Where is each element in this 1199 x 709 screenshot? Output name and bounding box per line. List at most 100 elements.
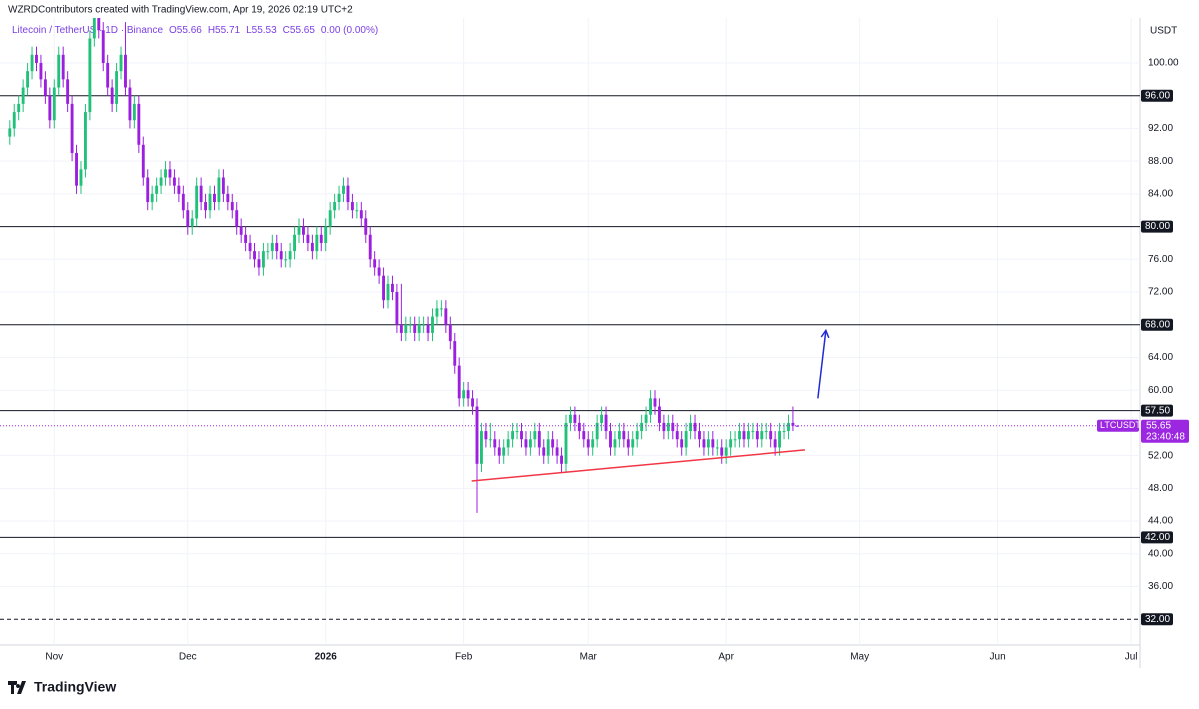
candle-body bbox=[293, 234, 297, 252]
candle-body bbox=[511, 431, 515, 440]
candle-body bbox=[164, 169, 167, 178]
candle-body bbox=[782, 431, 786, 433]
candle-body bbox=[604, 414, 608, 432]
candle-body bbox=[221, 177, 225, 194]
grid bbox=[0, 18, 1140, 645]
candle-body bbox=[675, 431, 679, 440]
y-tick-label: 48.00 bbox=[1148, 483, 1173, 494]
candle-body bbox=[208, 193, 212, 211]
candle-body bbox=[88, 38, 92, 113]
symbol-tag-bg bbox=[1097, 419, 1139, 432]
candle-body bbox=[261, 251, 265, 268]
level-label-bg bbox=[1141, 404, 1173, 417]
candle-body bbox=[306, 234, 310, 243]
candle-body bbox=[359, 210, 363, 219]
candle-body bbox=[137, 103, 141, 145]
candle-body bbox=[671, 422, 675, 432]
candle-body bbox=[586, 439, 590, 448]
y-tick-label: 88.00 bbox=[1148, 156, 1173, 167]
candle-body bbox=[791, 422, 795, 426]
candle-body bbox=[431, 316, 434, 333]
candle-body bbox=[253, 251, 256, 260]
candle-body bbox=[195, 185, 199, 219]
candle-body bbox=[568, 414, 572, 423]
candle-body bbox=[684, 431, 688, 448]
candle-body bbox=[680, 439, 684, 448]
candle-body bbox=[373, 259, 377, 268]
legend-item: O55.66 bbox=[169, 25, 202, 36]
candle-body bbox=[693, 422, 697, 432]
candle-body bbox=[368, 234, 372, 260]
candle-body bbox=[217, 177, 221, 203]
candle-body bbox=[124, 54, 127, 88]
candle-body bbox=[172, 177, 176, 186]
candle-body bbox=[355, 210, 359, 212]
level-label: 42.00 bbox=[1145, 532, 1170, 543]
candle-body bbox=[453, 341, 457, 366]
candle-body bbox=[493, 439, 497, 448]
candle-body bbox=[613, 439, 617, 448]
candle-body bbox=[417, 324, 421, 333]
candle-body bbox=[177, 185, 181, 194]
candle-body bbox=[75, 152, 78, 186]
candle-body bbox=[386, 283, 390, 301]
candle-body bbox=[391, 283, 394, 293]
y-tick-label: 60.00 bbox=[1148, 385, 1173, 396]
candle-body bbox=[564, 422, 568, 464]
level-label-bg bbox=[1141, 613, 1173, 626]
candle-body bbox=[266, 251, 270, 253]
candle-body bbox=[48, 95, 52, 121]
legend-item: 0.00 (0.00%) bbox=[321, 25, 378, 36]
candle-body bbox=[230, 202, 234, 211]
candle-body bbox=[471, 398, 474, 407]
y-tick-label: 72.00 bbox=[1148, 287, 1173, 298]
candle-body bbox=[462, 390, 466, 399]
candle-body bbox=[213, 193, 216, 203]
candle-body bbox=[666, 422, 670, 432]
x-tick-label: 2026 bbox=[315, 652, 338, 663]
level-label-bg bbox=[1141, 89, 1173, 102]
candle-body bbox=[199, 185, 203, 203]
candle-body bbox=[155, 185, 159, 194]
level-label-bg bbox=[1141, 318, 1173, 331]
candle-body bbox=[79, 169, 83, 186]
candle-body bbox=[600, 414, 604, 423]
candle-body bbox=[706, 439, 710, 448]
candle-body bbox=[702, 439, 706, 448]
candle-body bbox=[186, 210, 190, 227]
candle-body bbox=[560, 455, 563, 464]
candle-body bbox=[12, 112, 16, 129]
candle-body bbox=[364, 218, 368, 235]
candle-body bbox=[181, 193, 185, 211]
candle-body bbox=[66, 79, 70, 104]
candle-body bbox=[422, 324, 426, 326]
candle-body bbox=[689, 422, 693, 432]
symbol-tag: LTCUSDT bbox=[1100, 420, 1141, 430]
candle-body bbox=[515, 431, 519, 433]
candle-body bbox=[333, 202, 337, 211]
candle-body bbox=[8, 128, 12, 137]
level-label-bg bbox=[1141, 220, 1173, 233]
candle-body bbox=[226, 193, 230, 203]
candle-body bbox=[626, 439, 630, 448]
x-tick-label: May bbox=[850, 652, 869, 663]
candle-body bbox=[698, 431, 701, 440]
candle-body bbox=[502, 447, 506, 456]
candle-body bbox=[52, 87, 56, 121]
candle-body bbox=[640, 422, 644, 432]
candle-body bbox=[110, 87, 114, 104]
last-price-label: 55.65 bbox=[1146, 420, 1171, 431]
candle-body bbox=[631, 439, 635, 448]
candle-body bbox=[573, 414, 577, 423]
candle-body bbox=[444, 308, 448, 325]
candle-body bbox=[787, 422, 790, 432]
candle-body bbox=[17, 103, 21, 113]
legend: Litecoin / TetherUS · 1D · Binance O55.66… bbox=[12, 25, 378, 36]
candle-body bbox=[35, 54, 38, 63]
candle-body bbox=[724, 447, 728, 456]
candle-body bbox=[595, 422, 599, 440]
candle-body bbox=[239, 226, 243, 235]
candle-body bbox=[39, 62, 43, 80]
candle-body bbox=[591, 439, 595, 448]
